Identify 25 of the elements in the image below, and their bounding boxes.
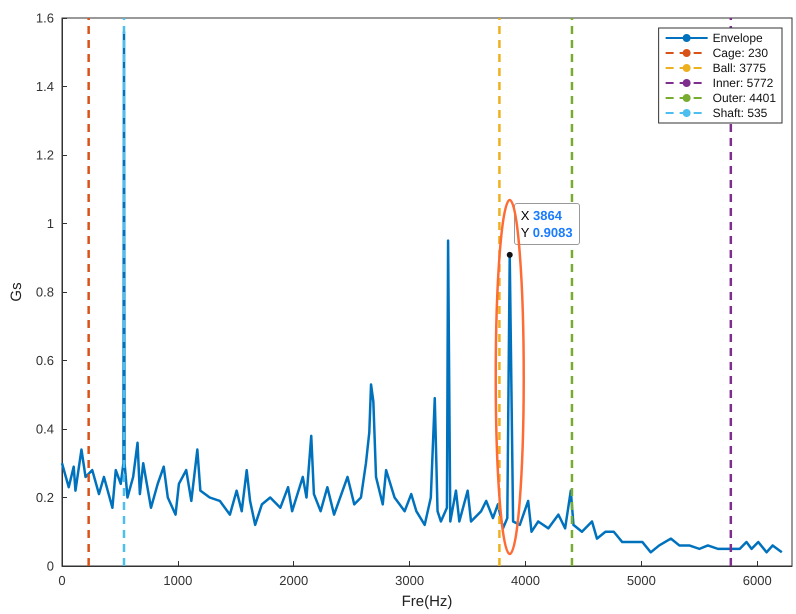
annotation: X 3864 Y 0.9083 [520,208,573,240]
legend-label: Ball: 3775 [712,61,766,75]
legend-label: Outer: 4401 [712,91,776,105]
y-axis-title: Gs [8,282,25,302]
legend-label: Envelope [712,31,763,45]
x-tick-label: 3000 [395,573,424,588]
x-tick-label: 5000 [626,573,656,588]
y-tick-label: 0.8 [36,284,54,300]
legend-label: Cage: 230 [712,46,768,60]
y-tick-label: 1.2 [36,148,54,162]
y-tick-label: 0.4 [36,422,54,436]
x-axis-title: Fre(Hz) [402,593,452,610]
y-tick-label: 1 [46,216,54,231]
y-tick-label: 0.6 [36,353,54,368]
x-tick-label: 4000 [511,573,540,588]
legend-label: Shaft: 535 [712,106,768,120]
x-tick-label: 1000 [163,573,192,588]
legend-label: Inner: 5772 [712,76,774,90]
x-tick-label: 0 [58,573,66,588]
y-tick-label: 1.4 [36,79,54,94]
x-tick-label: 2000 [279,573,308,588]
y-tick-label: 1.6 [36,10,54,26]
y-tick-label: 0 [46,558,54,574]
y-tick-label: 0.2 [36,490,54,505]
x-tick-label: 6000 [742,573,772,588]
